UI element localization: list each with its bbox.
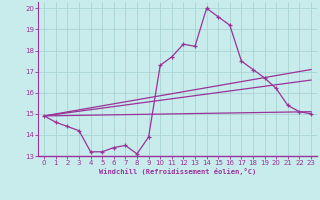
X-axis label: Windchill (Refroidissement éolien,°C): Windchill (Refroidissement éolien,°C) <box>99 168 256 175</box>
